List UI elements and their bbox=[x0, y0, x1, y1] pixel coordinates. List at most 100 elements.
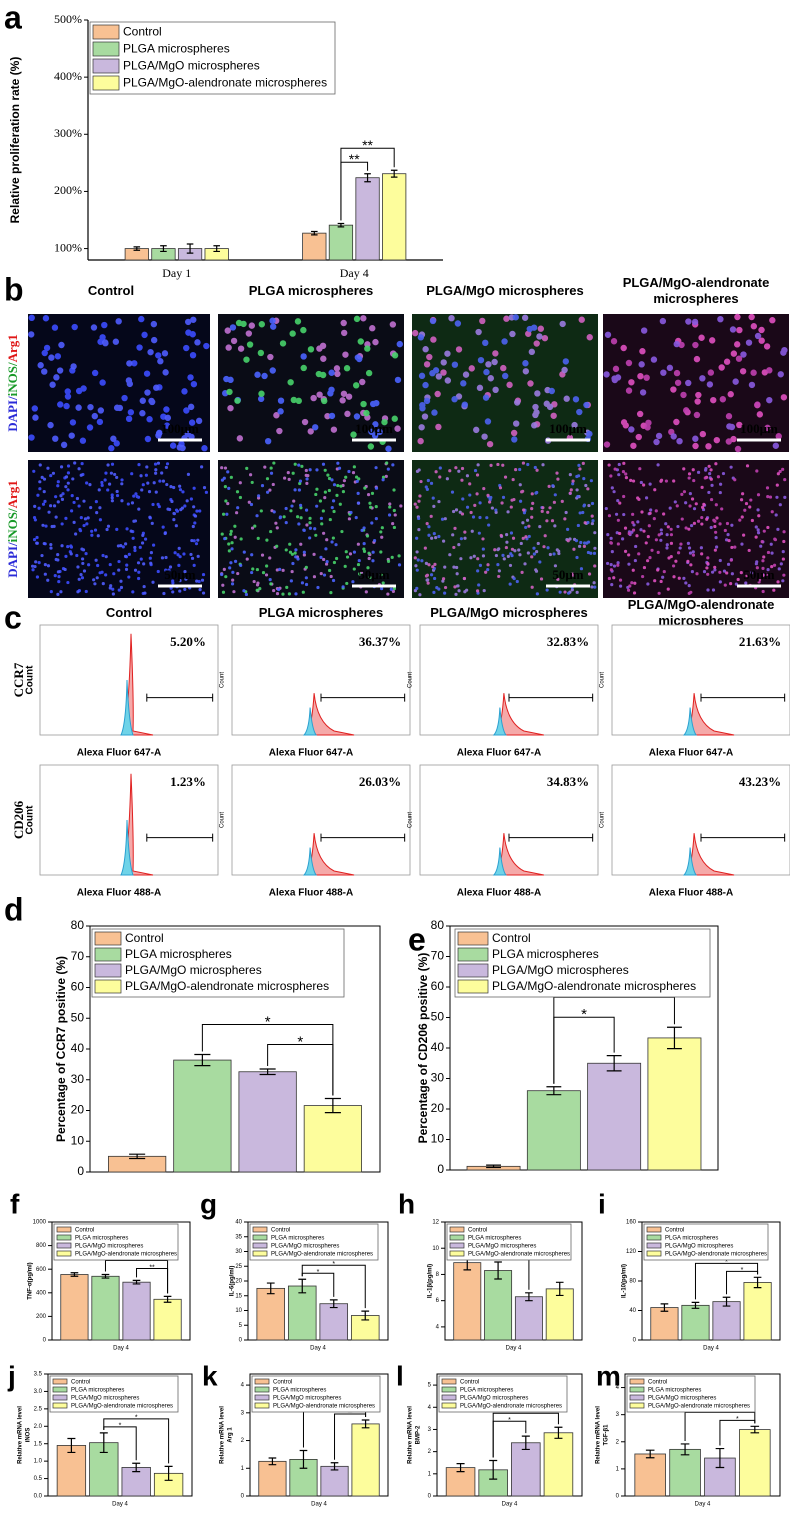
bar bbox=[526, 1090, 581, 1171]
error-bar bbox=[133, 246, 141, 251]
cells bbox=[30, 461, 207, 597]
y-tick-label: 30 bbox=[431, 1071, 445, 1085]
legend-label: PLGA/MgO microspheres bbox=[123, 59, 260, 73]
legend-swatch bbox=[629, 1394, 645, 1401]
y-tick-label: 40 bbox=[629, 1308, 636, 1314]
legend-label: PLGA/MgO microspheres bbox=[665, 1244, 733, 1250]
y-tick-label: 80 bbox=[431, 918, 445, 932]
x-axis-label: Alexa Fluor 647-A bbox=[77, 748, 161, 759]
legend-label: PLGA/MgO-alendronate microspheres bbox=[75, 1252, 177, 1258]
legend-box bbox=[89, 21, 336, 95]
y-axis-label: IL-1β(pg/ml) bbox=[428, 1264, 434, 1298]
y-tick-label: 100% bbox=[54, 240, 82, 254]
legend-swatch bbox=[52, 1402, 68, 1409]
y-tick-label: 0 bbox=[428, 1494, 432, 1500]
y-tick-label: 20 bbox=[235, 1279, 242, 1285]
x-axis-label: Alexa Fluor 647-A bbox=[457, 748, 541, 759]
legend-box bbox=[249, 1223, 379, 1261]
panel-letter: m bbox=[596, 1360, 621, 1391]
significance-label: * bbox=[297, 1033, 303, 1050]
significance-bracket bbox=[104, 1260, 169, 1294]
y-axis-label: iNOS bbox=[26, 1428, 32, 1443]
error-bar bbox=[268, 1457, 277, 1466]
stain-label: DAPI/iNOS/Arg1 bbox=[5, 334, 20, 432]
histogram-frame bbox=[611, 624, 790, 736]
y-axis-label: Relative mRNA level bbox=[596, 1406, 602, 1464]
plot-frame bbox=[444, 1221, 583, 1341]
peak-control bbox=[120, 819, 134, 876]
y-tick-label: 0.5 bbox=[34, 1476, 43, 1482]
y-tick-label: 5 bbox=[239, 1323, 243, 1329]
bar bbox=[739, 1429, 771, 1497]
legend-label: PLGA microspheres bbox=[273, 1388, 326, 1394]
y-tick-label: 200 bbox=[36, 1314, 47, 1320]
cells bbox=[28, 316, 203, 452]
x-axis-label: Alexa Fluor 647-A bbox=[269, 748, 353, 759]
legend-swatch bbox=[629, 1378, 645, 1385]
error-bar bbox=[715, 1447, 725, 1469]
gate bbox=[146, 693, 214, 702]
y-axis-label: Count bbox=[220, 812, 226, 828]
peak-control bbox=[302, 707, 318, 736]
y-tick-label: 200% bbox=[54, 183, 82, 197]
legend-swatch bbox=[441, 1402, 457, 1409]
error-bar bbox=[645, 1449, 655, 1459]
error-bar bbox=[164, 1465, 173, 1481]
legend-swatch bbox=[646, 1250, 662, 1257]
error-bar bbox=[691, 1301, 700, 1309]
x-axis-label: Alexa Fluor 488-A bbox=[457, 888, 541, 899]
bar bbox=[511, 1442, 541, 1497]
y-tick-label: 0 bbox=[239, 1338, 243, 1344]
legend-label: PLGA/MgO microspheres bbox=[125, 963, 262, 977]
y-axis-label: Percentage of CD206 positive (%) bbox=[416, 953, 430, 1144]
column-header: PLGA/MgO-alendronate microspheres bbox=[622, 275, 770, 306]
error-bar bbox=[266, 1282, 275, 1295]
x-axis-label: Alexa Fluor 488-A bbox=[77, 888, 161, 899]
bar bbox=[319, 1303, 349, 1341]
column-header-box: PLGA microspheres bbox=[248, 283, 374, 298]
legend-label: PLGA/MgO-alendronate microspheres bbox=[271, 1252, 373, 1258]
significance-bracket bbox=[301, 1264, 366, 1309]
y-tick-label: 0 bbox=[43, 1338, 47, 1344]
legend-swatch bbox=[52, 1378, 68, 1385]
y-tick-label: 80 bbox=[629, 1279, 636, 1285]
legend-label: PLGA/MgO microspheres bbox=[492, 963, 629, 977]
gate bbox=[508, 693, 594, 702]
legend-label: Control bbox=[273, 1380, 292, 1386]
error-bar bbox=[525, 1292, 533, 1302]
bar bbox=[121, 1467, 151, 1497]
column-header-box: Control bbox=[88, 283, 134, 298]
legend-label: PLGA microspheres bbox=[648, 1388, 701, 1394]
panel-letter: l bbox=[396, 1360, 404, 1391]
y-tick-label: 6 bbox=[436, 1298, 440, 1304]
scale-bar-label: 50μm bbox=[358, 567, 389, 582]
legend-swatch bbox=[449, 1234, 465, 1241]
legend-box bbox=[49, 1375, 179, 1413]
bar bbox=[484, 1270, 513, 1341]
error-bar bbox=[194, 1053, 211, 1067]
legend-label: PLGA/MgO-alendronate microspheres bbox=[125, 979, 329, 993]
y-axis-label: Count bbox=[408, 672, 414, 688]
panel-letter: h bbox=[398, 1188, 415, 1219]
y-axis-label: Count bbox=[220, 672, 226, 688]
gate bbox=[146, 833, 214, 842]
legend-swatch bbox=[629, 1386, 645, 1393]
panel-letter: j bbox=[7, 1360, 16, 1391]
stain-part: DAPI/ bbox=[5, 396, 20, 432]
gate-percentage: 32.83% bbox=[547, 634, 589, 649]
y-axis-label: TNF-α(pg/ml) bbox=[28, 1262, 34, 1299]
error-bar bbox=[660, 1303, 669, 1312]
y-tick-label: 40 bbox=[71, 1041, 85, 1055]
column-header-box: PLGA/MgO-alendronate microspheres bbox=[622, 275, 770, 306]
error-bar bbox=[361, 1310, 370, 1321]
legend-swatch bbox=[457, 979, 489, 994]
legend-label: PLGA/MgO microspheres bbox=[648, 1396, 716, 1402]
significance-label: ** bbox=[149, 1264, 155, 1271]
legend-label: PLGA/MgO microspheres bbox=[271, 1244, 339, 1250]
column-header: PLGA/MgO-alendronate microspheres bbox=[627, 597, 775, 628]
y-tick-label: 3 bbox=[616, 1412, 620, 1418]
column-header: PLGA microspheres bbox=[248, 283, 374, 298]
y-tick-label: 2.5 bbox=[34, 1406, 43, 1412]
stain-label: DAPI/iNOS/Arg1 bbox=[5, 480, 20, 578]
